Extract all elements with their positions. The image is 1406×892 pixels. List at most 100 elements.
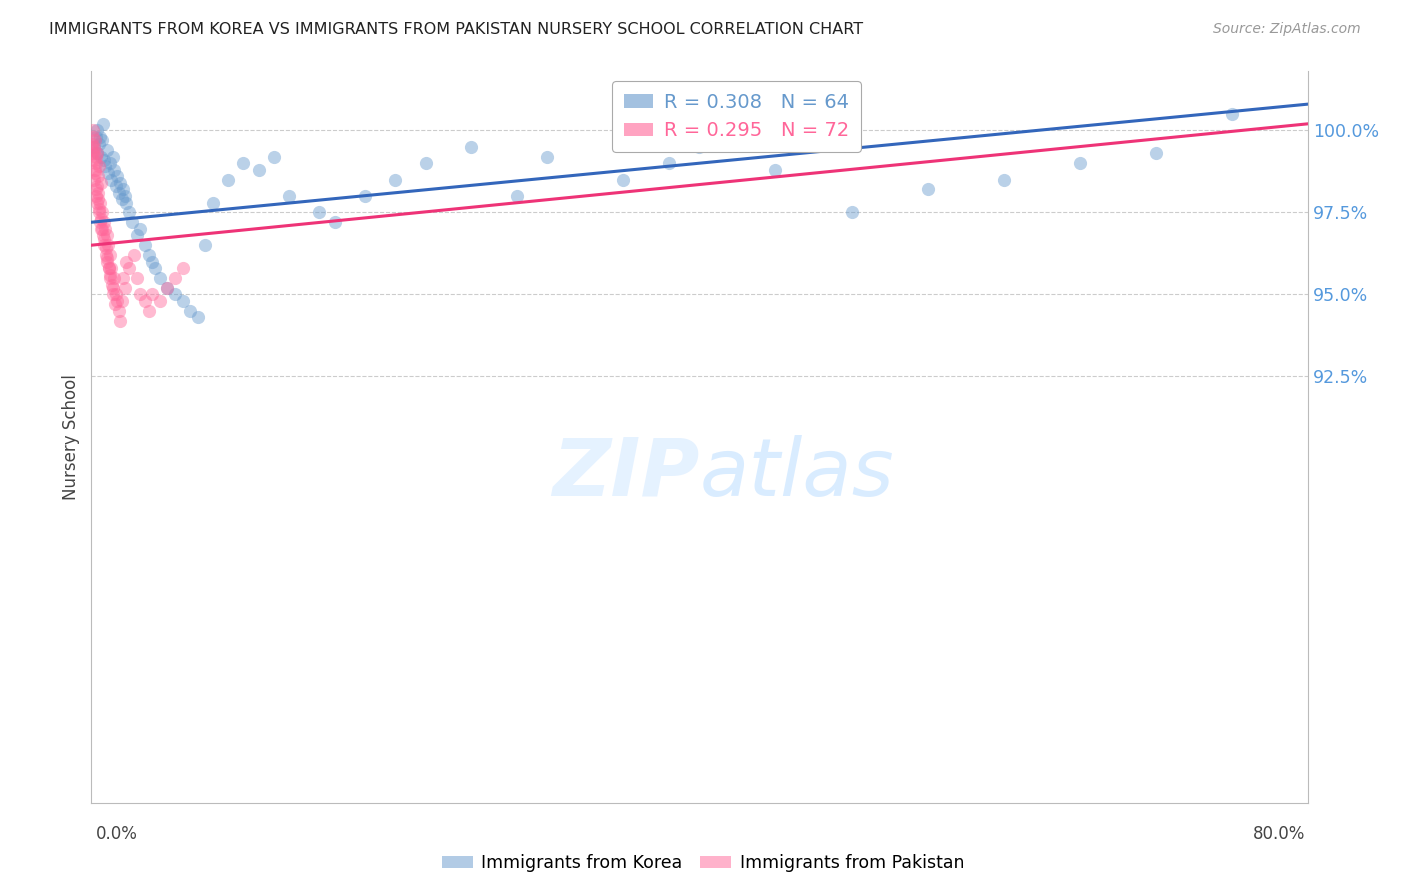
Point xyxy=(149,271,172,285)
Point xyxy=(83,143,105,157)
Point xyxy=(98,156,121,170)
Point xyxy=(86,146,108,161)
Point xyxy=(87,136,110,151)
Point xyxy=(112,182,135,196)
Point xyxy=(232,156,254,170)
Point xyxy=(536,150,558,164)
Point xyxy=(460,140,482,154)
Point xyxy=(323,215,346,229)
Text: ZIP: ZIP xyxy=(553,434,699,513)
Point xyxy=(143,261,166,276)
Point xyxy=(101,150,124,164)
Text: atlas: atlas xyxy=(699,434,894,513)
Text: Source: ZipAtlas.com: Source: ZipAtlas.com xyxy=(1213,22,1361,37)
Point xyxy=(86,195,108,210)
Point xyxy=(111,293,134,308)
Point xyxy=(114,189,136,203)
Point xyxy=(917,182,939,196)
Point xyxy=(89,150,111,164)
Point xyxy=(98,248,121,262)
Point xyxy=(105,169,128,184)
Point xyxy=(122,248,145,262)
Point xyxy=(96,252,118,266)
Point xyxy=(105,293,128,308)
Point xyxy=(87,205,110,219)
Point xyxy=(84,150,107,164)
Point xyxy=(86,182,108,196)
Point xyxy=(86,123,108,137)
Point xyxy=(93,215,115,229)
Point xyxy=(90,222,112,236)
Point xyxy=(115,254,138,268)
Text: 80.0%: 80.0% xyxy=(1253,825,1305,843)
Point xyxy=(82,146,104,161)
Point xyxy=(688,140,710,154)
Point xyxy=(118,205,141,219)
Point xyxy=(121,215,143,229)
Point xyxy=(141,254,163,268)
Point xyxy=(100,172,122,186)
Point xyxy=(90,211,112,226)
Point xyxy=(134,238,156,252)
Text: IMMIGRANTS FROM KOREA VS IMMIGRANTS FROM PAKISTAN NURSERY SCHOOL CORRELATION CHA: IMMIGRANTS FROM KOREA VS IMMIGRANTS FROM… xyxy=(49,22,863,37)
Point xyxy=(100,277,122,292)
Point xyxy=(765,162,787,177)
Point xyxy=(86,146,108,161)
Point xyxy=(83,140,105,154)
Point xyxy=(125,271,148,285)
Point xyxy=(82,123,104,137)
Point xyxy=(83,140,105,154)
Point xyxy=(194,238,217,252)
Point xyxy=(138,303,160,318)
Text: 0.0%: 0.0% xyxy=(96,825,138,843)
Point xyxy=(149,293,172,308)
Point xyxy=(93,232,115,246)
Point xyxy=(100,261,122,276)
Point xyxy=(1220,107,1243,121)
Point xyxy=(129,287,152,301)
Point xyxy=(96,143,118,157)
Point xyxy=(163,271,186,285)
Point xyxy=(134,293,156,308)
Point xyxy=(187,310,209,325)
Point xyxy=(104,297,127,311)
Point xyxy=(97,261,120,276)
Legend: Immigrants from Korea, Immigrants from Pakistan: Immigrants from Korea, Immigrants from P… xyxy=(434,847,972,879)
Point xyxy=(110,313,132,327)
Point xyxy=(83,153,105,167)
Point xyxy=(91,222,114,236)
Point xyxy=(96,228,118,243)
Point xyxy=(84,189,107,203)
Point xyxy=(118,261,141,276)
Point xyxy=(91,228,114,243)
Point xyxy=(84,130,107,145)
Point xyxy=(217,172,239,186)
Point xyxy=(91,133,114,147)
Point xyxy=(101,287,124,301)
Point xyxy=(87,192,110,206)
Point xyxy=(129,222,152,236)
Point xyxy=(83,166,105,180)
Point xyxy=(354,189,377,203)
Point xyxy=(156,281,179,295)
Point xyxy=(97,238,120,252)
Point xyxy=(93,238,115,252)
Point xyxy=(91,117,114,131)
Point xyxy=(612,172,634,186)
Point xyxy=(96,254,118,268)
Point xyxy=(82,136,104,151)
Point xyxy=(1144,146,1167,161)
Point xyxy=(112,271,135,285)
Point xyxy=(107,186,129,200)
Point xyxy=(138,248,160,262)
Point xyxy=(115,195,138,210)
Point xyxy=(658,156,681,170)
Point xyxy=(103,162,125,177)
Point xyxy=(104,179,127,194)
Point xyxy=(91,205,114,219)
Point xyxy=(94,160,117,174)
Point xyxy=(384,172,406,186)
Point xyxy=(89,195,111,210)
Point xyxy=(1069,156,1091,170)
Point xyxy=(993,172,1015,186)
